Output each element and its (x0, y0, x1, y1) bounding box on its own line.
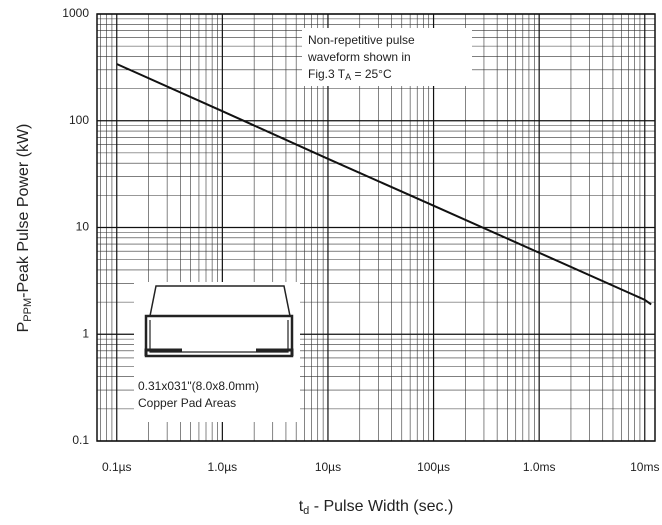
y-tick-label: 1000 (62, 6, 89, 20)
x-tick-label: 100µs (417, 460, 450, 474)
x-tick-label: 10µs (315, 460, 341, 474)
y-axis-label: PPPM-Peak Pulse Power (kW) (15, 124, 34, 333)
x-tick-label: 0.1µs (102, 460, 132, 474)
x-axis-label: t (299, 498, 304, 515)
line (116, 63, 652, 306)
y-axis-label: -Peak Pulse Power (kW) (15, 124, 32, 298)
annotation: waveform shown in (307, 50, 411, 64)
annotation: = 25°C (351, 67, 392, 81)
y-tick-label: 100 (69, 113, 89, 127)
y-tick-label: 1 (82, 326, 89, 340)
package-edge (149, 320, 289, 353)
x-axis-label-sub: d (303, 505, 309, 517)
x-tick-label: 10ms (630, 460, 659, 474)
grid (96, 13, 656, 442)
y-tick-label: 10 (76, 220, 90, 234)
annotation: Fig.3 T (308, 67, 346, 81)
y-tick-label: 0.1 (72, 433, 89, 447)
x-tick-label: 1.0µs (208, 460, 238, 474)
package-top (149, 285, 291, 317)
annotation-sub: A (345, 72, 351, 82)
inset-caption: Copper Pad Areas (138, 396, 236, 410)
annotation-box (302, 28, 472, 86)
x-axis-label: - Pulse Width (sec.) (309, 498, 453, 515)
x-tick-label: 1.0ms (523, 460, 556, 474)
annotation: Non-repetitive pulse (308, 33, 415, 47)
plot-frame (96, 13, 656, 442)
inset-caption: 0.31x031"(8.0x8.0mm) (138, 379, 259, 393)
package-pads (144, 348, 294, 356)
annotation: Fig.3 TA = 25°C (308, 67, 392, 82)
y-axis-label: P (15, 322, 32, 333)
x-axis-label: td - Pulse Width (sec.) (299, 498, 454, 517)
overlay: Non-repetitive pulse waveform shown in F… (134, 28, 472, 422)
y-axis-label-sub: PPM (22, 298, 34, 322)
